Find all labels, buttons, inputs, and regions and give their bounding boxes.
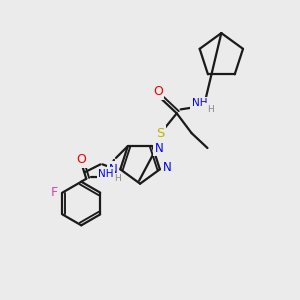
Text: F: F	[51, 186, 58, 199]
Text: N: N	[109, 163, 118, 176]
Text: N: N	[162, 161, 171, 174]
Text: S: S	[156, 127, 164, 140]
Text: NH: NH	[192, 98, 207, 108]
Text: H: H	[207, 105, 214, 114]
Text: O: O	[153, 85, 163, 98]
Text: H: H	[115, 174, 121, 183]
Text: O: O	[76, 153, 86, 167]
Text: NH: NH	[98, 169, 114, 179]
Text: N: N	[155, 142, 164, 154]
